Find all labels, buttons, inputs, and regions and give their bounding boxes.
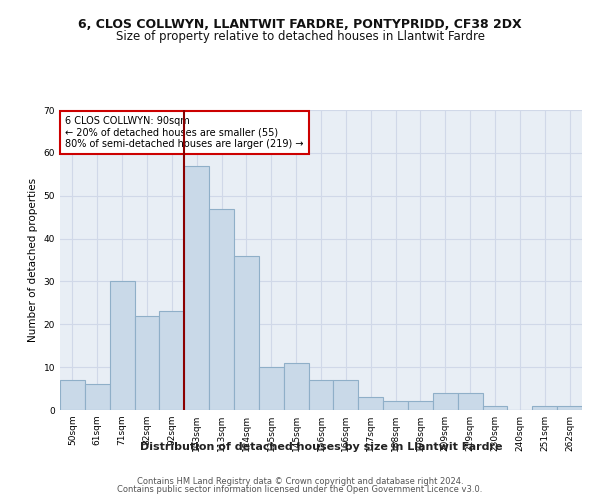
Bar [259,367,284,410]
Bar [433,393,458,410]
Text: Contains public sector information licensed under the Open Government Licence v3: Contains public sector information licen… [118,486,482,494]
Bar [408,402,433,410]
Bar [184,166,209,410]
Bar [60,380,85,410]
Bar [85,384,110,410]
Bar [532,406,557,410]
Text: Distribution of detached houses by size in Llantwit Fardre: Distribution of detached houses by size … [140,442,502,452]
Bar [458,393,482,410]
Bar [334,380,358,410]
Bar [160,312,184,410]
Text: 6, CLOS COLLWYN, LLANTWIT FARDRE, PONTYPRIDD, CF38 2DX: 6, CLOS COLLWYN, LLANTWIT FARDRE, PONTYP… [78,18,522,30]
Bar [308,380,334,410]
Text: 6 CLOS COLLWYN: 90sqm
← 20% of detached houses are smaller (55)
80% of semi-deta: 6 CLOS COLLWYN: 90sqm ← 20% of detached … [65,116,304,149]
Text: Size of property relative to detached houses in Llantwit Fardre: Size of property relative to detached ho… [115,30,485,43]
Bar [134,316,160,410]
Bar [358,397,383,410]
Bar [110,282,134,410]
Y-axis label: Number of detached properties: Number of detached properties [28,178,38,342]
Bar [383,402,408,410]
Bar [234,256,259,410]
Bar [482,406,508,410]
Text: Contains HM Land Registry data © Crown copyright and database right 2024.: Contains HM Land Registry data © Crown c… [137,476,463,486]
Bar [209,208,234,410]
Bar [557,406,582,410]
Bar [284,363,308,410]
